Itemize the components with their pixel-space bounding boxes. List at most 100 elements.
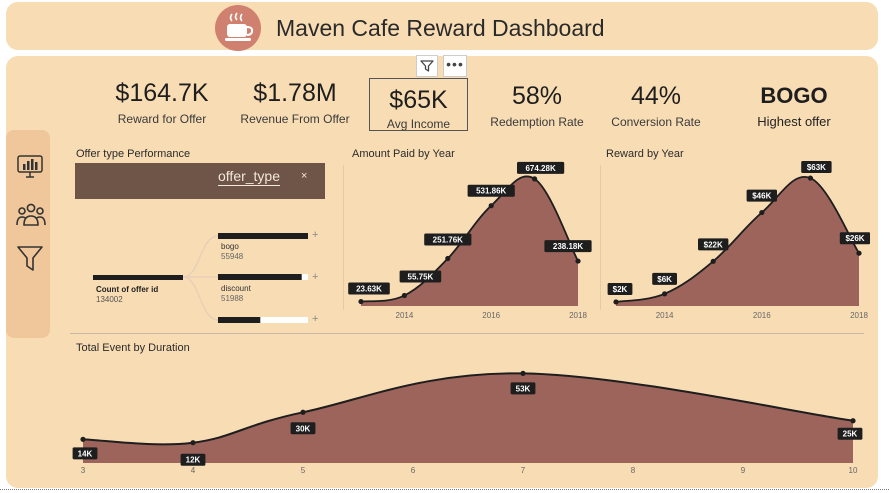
- tick-label: 6: [411, 466, 416, 475]
- data-label: 251.76K: [433, 236, 463, 245]
- kpi-highest-offer: BOGO Highest offer: [742, 82, 846, 129]
- tick-label: 8: [631, 466, 636, 475]
- data-label-bg: [746, 189, 777, 202]
- funnel-filter-icon[interactable]: [16, 244, 48, 276]
- data-point[interactable]: [80, 436, 86, 442]
- kpi-label: Conversion Rate: [611, 115, 701, 129]
- data-label-bg: [839, 232, 870, 245]
- visual-filter-button[interactable]: [416, 55, 438, 77]
- data-label: $46K: [752, 192, 771, 201]
- divider: [600, 165, 601, 310]
- data-point[interactable]: [850, 418, 856, 424]
- header-bar: Maven Cafe Reward Dashboard: [6, 2, 878, 51]
- amount-paid-title: Amount Paid by Year: [352, 148, 455, 160]
- kpi-conversion-rate: 44% Conversion Rate: [608, 82, 704, 129]
- tree-node-label: bogo: [221, 242, 239, 251]
- data-point[interactable]: [759, 209, 765, 216]
- coffee-cup-icon: [215, 5, 261, 51]
- data-label: $22K: [704, 240, 723, 249]
- tree-root-label: Count of offer id: [96, 285, 159, 294]
- data-label-bg: [607, 282, 633, 295]
- kpi-redemption-rate: 58% Redemption Rate: [487, 82, 587, 129]
- funnel-icon: [420, 60, 434, 72]
- data-label-bg: [517, 161, 565, 174]
- slicer-label: offer_type: [218, 168, 281, 186]
- reward-by-year-chart[interactable]: $2K $6K $22K $46K $63K $26K 2014 2016 2018: [602, 160, 870, 326]
- data-point[interactable]: [300, 409, 306, 415]
- close-icon[interactable]: ×: [301, 170, 308, 182]
- data-label: 14K: [78, 449, 93, 458]
- data-label: $63K: [807, 163, 826, 172]
- dashboard-monitor-icon[interactable]: [16, 152, 48, 184]
- kpi-label: Redemption Rate: [490, 115, 584, 129]
- kpi-value: 58%: [511, 82, 563, 110]
- data-point[interactable]: [520, 370, 526, 376]
- expand-plus-icon[interactable]: +: [312, 229, 319, 241]
- data-label: 23.63K: [356, 285, 382, 294]
- tick-label: 2014: [396, 311, 414, 320]
- data-label: 55.75K: [408, 272, 434, 281]
- kpi-value: $164.7K: [115, 79, 209, 107]
- offer-type-slicer[interactable]: offer_type ×: [75, 163, 325, 199]
- data-label: 238.18K: [553, 242, 583, 251]
- data-point[interactable]: [807, 175, 813, 181]
- data-label: 53K: [516, 384, 531, 393]
- node-bar-track: [218, 317, 308, 323]
- data-point[interactable]: [710, 258, 716, 264]
- kpi-revenue-from-offer: $1.78M Revenue From Offer: [240, 79, 350, 126]
- kpi-label: Revenue From Offer: [240, 112, 350, 126]
- tree-root-value: 134002: [96, 295, 123, 304]
- data-label-bg: [424, 233, 472, 246]
- data-point[interactable]: [401, 292, 407, 299]
- event-duration-chart[interactable]: 14K 12K 30K 53K 25K 3 4 5 6 7 8 9 10: [68, 355, 868, 477]
- data-point[interactable]: [190, 440, 196, 446]
- kpi-label: Reward for Offer: [117, 112, 207, 126]
- kpi-value: 44%: [630, 82, 682, 110]
- tree-node-value: 51988: [221, 294, 244, 303]
- area-fill: [616, 176, 859, 306]
- tick-label: 3: [81, 466, 86, 475]
- tick-label: 2016: [753, 311, 771, 320]
- data-label-bg: [544, 240, 592, 253]
- kpi-avg-income[interactable]: $65K Avg Income: [369, 78, 468, 131]
- kpi-label: Avg Income: [386, 117, 451, 131]
- amount-paid-chart[interactable]: 23.63K 55.75K 251.76K 531.86K 674.28K 238.18K…: [345, 160, 597, 326]
- node-bar-fill[interactable]: [218, 233, 308, 239]
- reward-by-year-title: Reward by Year: [606, 148, 684, 160]
- data-point[interactable]: [532, 176, 538, 182]
- data-label-bg: [348, 282, 390, 295]
- data-point[interactable]: [856, 250, 862, 256]
- expand-plus-icon[interactable]: +: [312, 271, 319, 283]
- root-bar: [93, 275, 183, 280]
- tick-label: 2018: [569, 311, 587, 320]
- area-fill: [83, 373, 853, 463]
- data-label: $6K: [657, 275, 672, 284]
- people-group-icon[interactable]: [16, 200, 48, 232]
- data-point[interactable]: [662, 291, 668, 297]
- offer-panel-title: Offer type Performance: [76, 148, 191, 160]
- tick-label: 5: [301, 466, 306, 475]
- node-bar-fill[interactable]: [218, 317, 261, 323]
- tick-label: 2016: [482, 311, 500, 320]
- data-point[interactable]: [358, 298, 364, 305]
- data-label: 30K: [296, 424, 311, 433]
- data-label: 531.86K: [476, 187, 506, 196]
- data-label-bg: [467, 184, 515, 197]
- data-point[interactable]: [445, 255, 451, 262]
- divider: [343, 165, 344, 310]
- kpi-value: $1.78M: [253, 79, 337, 107]
- tick-label: 9: [741, 466, 746, 475]
- data-label-bg: [72, 447, 98, 460]
- page-title: Maven Cafe Reward Dashboard: [276, 15, 605, 41]
- data-label-bg: [399, 270, 442, 283]
- data-point[interactable]: [488, 203, 494, 209]
- data-point[interactable]: [575, 258, 581, 264]
- data-point[interactable]: [613, 299, 619, 305]
- data-label-bg: [837, 427, 863, 440]
- data-label-bg: [290, 422, 316, 435]
- sidebar-nav: [6, 130, 50, 338]
- expand-plus-icon[interactable]: +: [312, 313, 319, 325]
- more-options-button[interactable]: •••: [443, 55, 467, 77]
- node-bar-fill[interactable]: [218, 274, 302, 280]
- data-label-bg: [801, 161, 832, 174]
